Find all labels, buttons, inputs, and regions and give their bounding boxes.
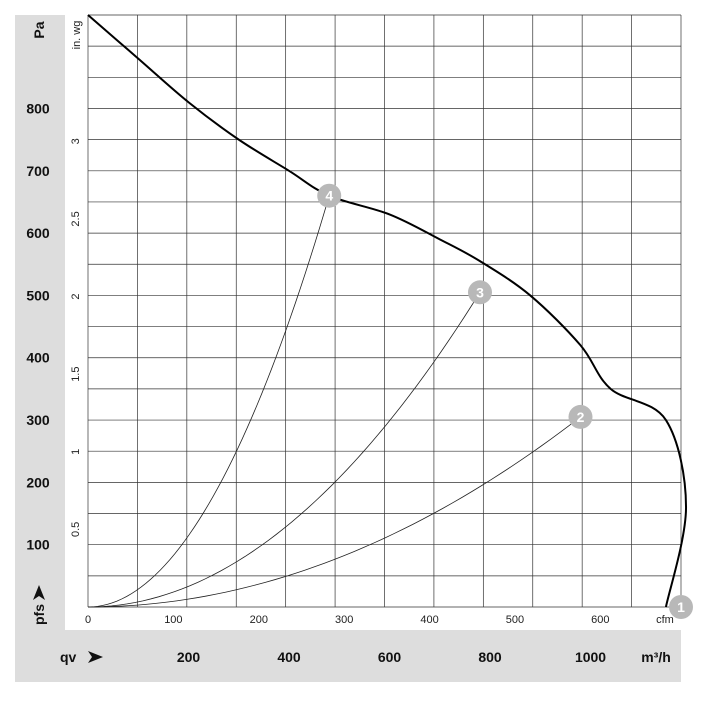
qv-ticks: 200 400 600 800 1000	[177, 649, 606, 665]
inwg-unit-label: in. wg	[71, 21, 83, 50]
cfm-ticks: 0 100 200 300 400 500 600	[85, 614, 610, 626]
operating-point-3: 3	[467, 280, 492, 305]
pa-tick-label: 400	[26, 350, 50, 366]
system-curve-4	[87, 195, 330, 608]
operating-point-circle	[317, 183, 342, 208]
inwg-tick-label: 2.5	[70, 211, 82, 226]
cfm-unit-label: cfm	[656, 614, 674, 626]
left-axis-band	[15, 15, 65, 630]
inwg-tick-label: 1.5	[70, 367, 82, 382]
inwg-ticks: 0.5 1 1.5 2 2.5 3	[70, 138, 82, 537]
pa-tick-label: 600	[26, 225, 50, 241]
qv-label: qv	[60, 649, 77, 665]
pa-ticks: 100 200 300 400 500 600 700 800	[26, 100, 50, 552]
operating-point-markers: 1 2 3 4	[317, 183, 693, 619]
cfm-tick-label: 200	[250, 614, 268, 626]
bottom-axis-band	[15, 630, 681, 682]
cfm-tick-label: 0	[85, 614, 91, 626]
qv-arrow-icon	[88, 651, 103, 663]
operating-point-label: 2	[577, 409, 585, 425]
qv-unit-label: m³/h	[641, 649, 671, 665]
inwg-tick-label: 1	[70, 449, 82, 455]
pa-unit-label: Pa	[31, 21, 47, 38]
pfs-label: pfs	[31, 604, 47, 625]
pfs-arrow-icon	[33, 585, 45, 600]
operating-point-label: 4	[325, 188, 333, 204]
cfm-tick-label: 300	[335, 614, 353, 626]
operating-point-2: 2	[568, 404, 593, 429]
operating-point-circle	[669, 595, 693, 619]
pa-tick-label: 100	[26, 537, 50, 553]
qv-tick-label: 600	[378, 649, 402, 665]
grid	[87, 14, 682, 608]
operating-point-circle	[467, 280, 492, 305]
cfm-tick-label: 400	[420, 614, 438, 626]
inwg-tick-label: 2	[70, 293, 82, 299]
pa-tick-label: 800	[26, 100, 50, 116]
inwg-tick-label: 0.5	[70, 522, 82, 537]
cfm-tick-label: 600	[591, 614, 609, 626]
operating-point-1: 1	[669, 595, 693, 619]
cfm-tick-label: 100	[164, 614, 182, 626]
inwg-tick-label: 3	[70, 138, 82, 144]
qv-tick-label: 1000	[575, 649, 606, 665]
pa-tick-label: 700	[26, 163, 50, 179]
cfm-tick-label: 500	[506, 614, 524, 626]
system-curve-2	[87, 416, 581, 608]
qv-tick-label: 400	[277, 649, 301, 665]
operating-point-label: 1	[677, 599, 685, 615]
operating-point-circle	[568, 404, 593, 429]
fan-curve	[87, 14, 688, 608]
system-curves	[87, 195, 581, 608]
operating-point-4: 4	[317, 183, 342, 208]
qv-tick-label: 200	[177, 649, 201, 665]
qv-tick-label: 800	[478, 649, 502, 665]
pa-tick-label: 500	[26, 287, 50, 303]
pressure-axis-label: pfs	[31, 585, 47, 625]
system-curve-3	[87, 292, 481, 608]
operating-point-label: 3	[476, 284, 484, 300]
pa-tick-label: 200	[26, 474, 50, 490]
pa-tick-label: 300	[26, 412, 50, 428]
